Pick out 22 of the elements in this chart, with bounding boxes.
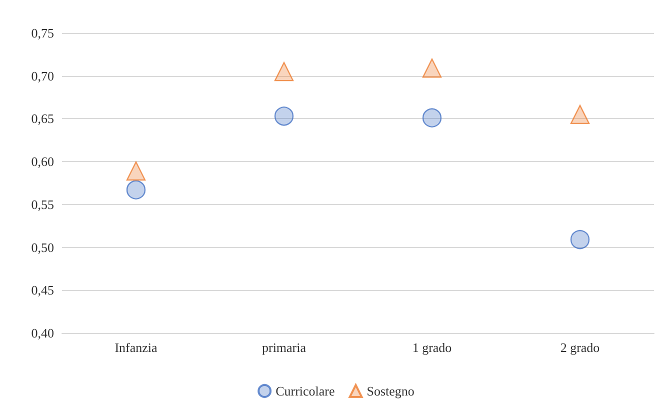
legend-label: Sostegno bbox=[366, 384, 414, 398]
y-tick-label: 0,65 bbox=[31, 111, 54, 126]
x-tick-label: primaria bbox=[262, 340, 306, 355]
x-tick-label: 1 grado bbox=[412, 340, 452, 355]
legend-label: Curricolare bbox=[276, 384, 335, 398]
point bbox=[570, 230, 590, 250]
y-tick-label: 0,55 bbox=[31, 196, 54, 212]
x-tick-label: Infanzia bbox=[114, 340, 158, 355]
y-tick-label: 0,70 bbox=[31, 68, 54, 84]
point bbox=[422, 108, 442, 128]
y-tick-label: 0,45 bbox=[31, 282, 54, 298]
x-tick-label: 2 grado bbox=[560, 340, 600, 355]
point bbox=[126, 161, 146, 181]
point bbox=[274, 62, 294, 82]
y-tick-label: 0,50 bbox=[31, 240, 54, 255]
point bbox=[274, 106, 294, 126]
point bbox=[126, 180, 146, 200]
point bbox=[422, 58, 442, 78]
y-tick-label: 0,60 bbox=[31, 154, 54, 170]
y-tick-label: 0,75 bbox=[31, 26, 54, 40]
y-tick-label: 0,40 bbox=[31, 326, 54, 340]
point bbox=[570, 104, 590, 124]
